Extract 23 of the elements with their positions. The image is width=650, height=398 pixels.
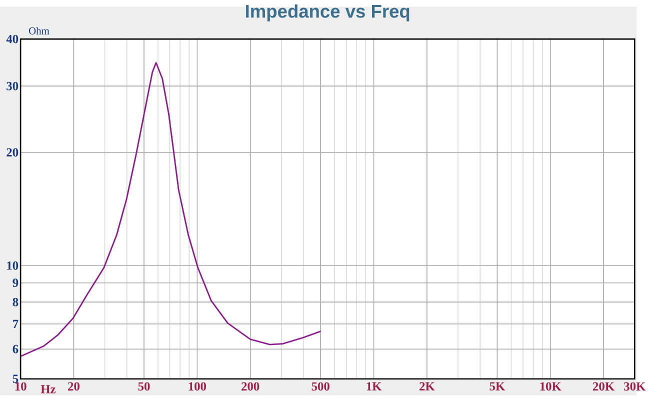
x-tick-label: 20 xyxy=(68,382,80,391)
x-axis-title: Hz xyxy=(40,385,56,394)
y-tick-label: 10 xyxy=(7,262,18,270)
x-tick-label: 50 xyxy=(138,382,150,391)
y-axis-title: Ohm xyxy=(28,27,50,35)
x-tick-label: 200 xyxy=(242,382,260,391)
x-tick-label: 10K xyxy=(540,382,562,391)
y-tick-label: 5 xyxy=(12,374,18,384)
x-tick-label: 100 xyxy=(188,382,206,391)
x-tick-label: 500 xyxy=(312,382,330,391)
x-tick-label: 30K xyxy=(624,382,646,391)
x-tick-label: 2K xyxy=(420,382,435,391)
y-tick-label: 40 xyxy=(6,35,18,44)
y-tick-label: 8 xyxy=(12,298,18,306)
x-tick-label: 5K xyxy=(490,382,506,391)
x-tick-label: 20K xyxy=(593,382,614,391)
y-tick-label: 7 xyxy=(13,320,18,328)
y-tick-label: 20 xyxy=(6,148,18,157)
x-tick-label: 1K xyxy=(366,382,382,391)
chart-title: Impedance vs Freq xyxy=(246,4,410,22)
y-tick-label: 30 xyxy=(6,82,18,90)
y-tick-label: 9 xyxy=(12,278,18,288)
y-tick-label: 6 xyxy=(12,345,18,354)
